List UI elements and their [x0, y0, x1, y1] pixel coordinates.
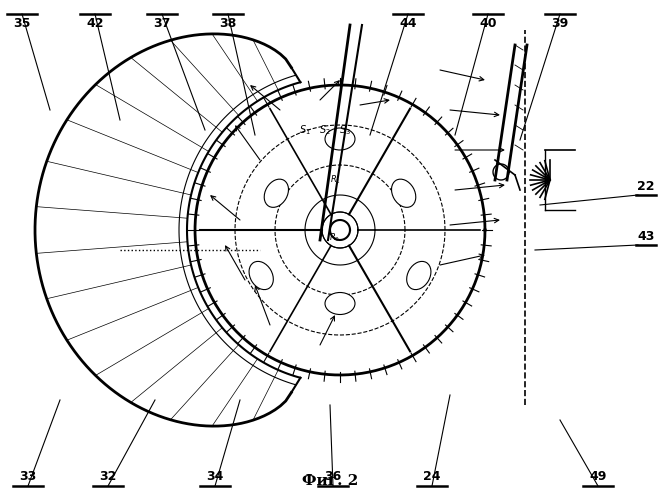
Text: 43: 43: [637, 230, 654, 243]
Text: 35: 35: [13, 17, 30, 30]
Text: $S_2$: $S_2$: [319, 123, 331, 137]
Ellipse shape: [325, 292, 355, 314]
Text: Фиг. 2: Фиг. 2: [302, 474, 358, 488]
Text: 39: 39: [551, 17, 568, 30]
Text: $R_1$: $R_1$: [330, 174, 340, 186]
Ellipse shape: [325, 128, 355, 150]
Text: $R_0$: $R_0$: [329, 232, 340, 244]
Text: 32: 32: [99, 470, 117, 483]
Text: 42: 42: [86, 17, 104, 30]
Text: 37: 37: [153, 17, 171, 30]
Text: 33: 33: [19, 470, 36, 483]
Text: $S_3$: $S_3$: [339, 123, 351, 137]
Text: 36: 36: [325, 470, 342, 483]
Text: 44: 44: [399, 17, 416, 30]
Ellipse shape: [264, 179, 288, 208]
Text: 38: 38: [219, 17, 237, 30]
Polygon shape: [330, 220, 350, 240]
Text: 24: 24: [423, 470, 441, 483]
Text: 22: 22: [637, 180, 655, 193]
Ellipse shape: [391, 179, 416, 208]
Ellipse shape: [407, 262, 431, 289]
Text: 34: 34: [206, 470, 223, 483]
Ellipse shape: [249, 262, 273, 289]
Text: $S_1$: $S_1$: [299, 123, 311, 137]
Text: 49: 49: [590, 470, 607, 483]
Text: 40: 40: [479, 17, 497, 30]
